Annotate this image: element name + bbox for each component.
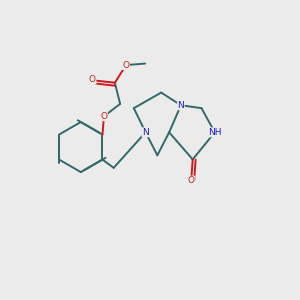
Text: O: O — [100, 112, 107, 121]
Text: N: N — [142, 128, 149, 137]
Text: O: O — [89, 75, 96, 84]
Text: NH: NH — [208, 128, 221, 137]
Text: O: O — [122, 61, 130, 70]
Text: O: O — [188, 176, 195, 185]
Text: N: N — [178, 101, 184, 110]
